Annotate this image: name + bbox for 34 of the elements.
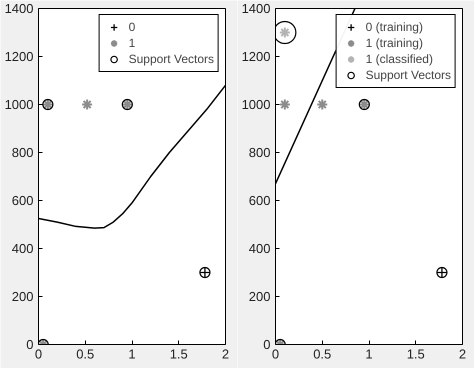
y-tick-label: 1200 [4, 49, 34, 64]
y-tick-label: 1400 [4, 1, 34, 16]
legend-label: 1 (training) [366, 35, 423, 51]
point [276, 20, 296, 44]
x-tick-label: 1 [365, 346, 373, 362]
y-tick-label: 1400 [242, 1, 270, 16]
x-tick-label: 2 [458, 346, 466, 362]
legend-label: 0 (training) [366, 19, 423, 35]
x-tick-label: 1 [128, 346, 136, 362]
y-tick-label: 400 [248, 241, 271, 256]
point [278, 98, 291, 110]
legend-label: 1 (classified) [366, 51, 433, 67]
y-tick-label: 600 [12, 193, 34, 208]
y-tick-label: 1000 [4, 97, 34, 112]
x-tick-label: 2 [222, 346, 230, 362]
point [316, 98, 328, 110]
legend-label: 0 [128, 19, 136, 35]
y-tick-label: 800 [248, 145, 271, 160]
y-tick-label: 1000 [242, 97, 270, 112]
x-tick-label: 0.5 [313, 346, 332, 362]
y-tick-label: 1200 [242, 49, 270, 64]
y-tick-label: 0 [263, 337, 271, 352]
y-tick-label: 800 [12, 145, 34, 160]
y-tick-label: 600 [248, 193, 271, 208]
x-tick-label: 1.5 [170, 346, 188, 362]
legend-label: Support Vectors [128, 51, 214, 67]
y-tick-label: 200 [12, 289, 34, 304]
x-tick-label: 1.5 [406, 346, 425, 362]
y-tick-label: 400 [12, 241, 34, 256]
legend-label: 1 [128, 35, 136, 51]
legend-label: Support Vectors [366, 67, 451, 83]
y-tick-label: 0 [26, 337, 34, 352]
y-tick-label: 200 [248, 289, 271, 304]
x-tick-label: 0.5 [76, 346, 94, 362]
